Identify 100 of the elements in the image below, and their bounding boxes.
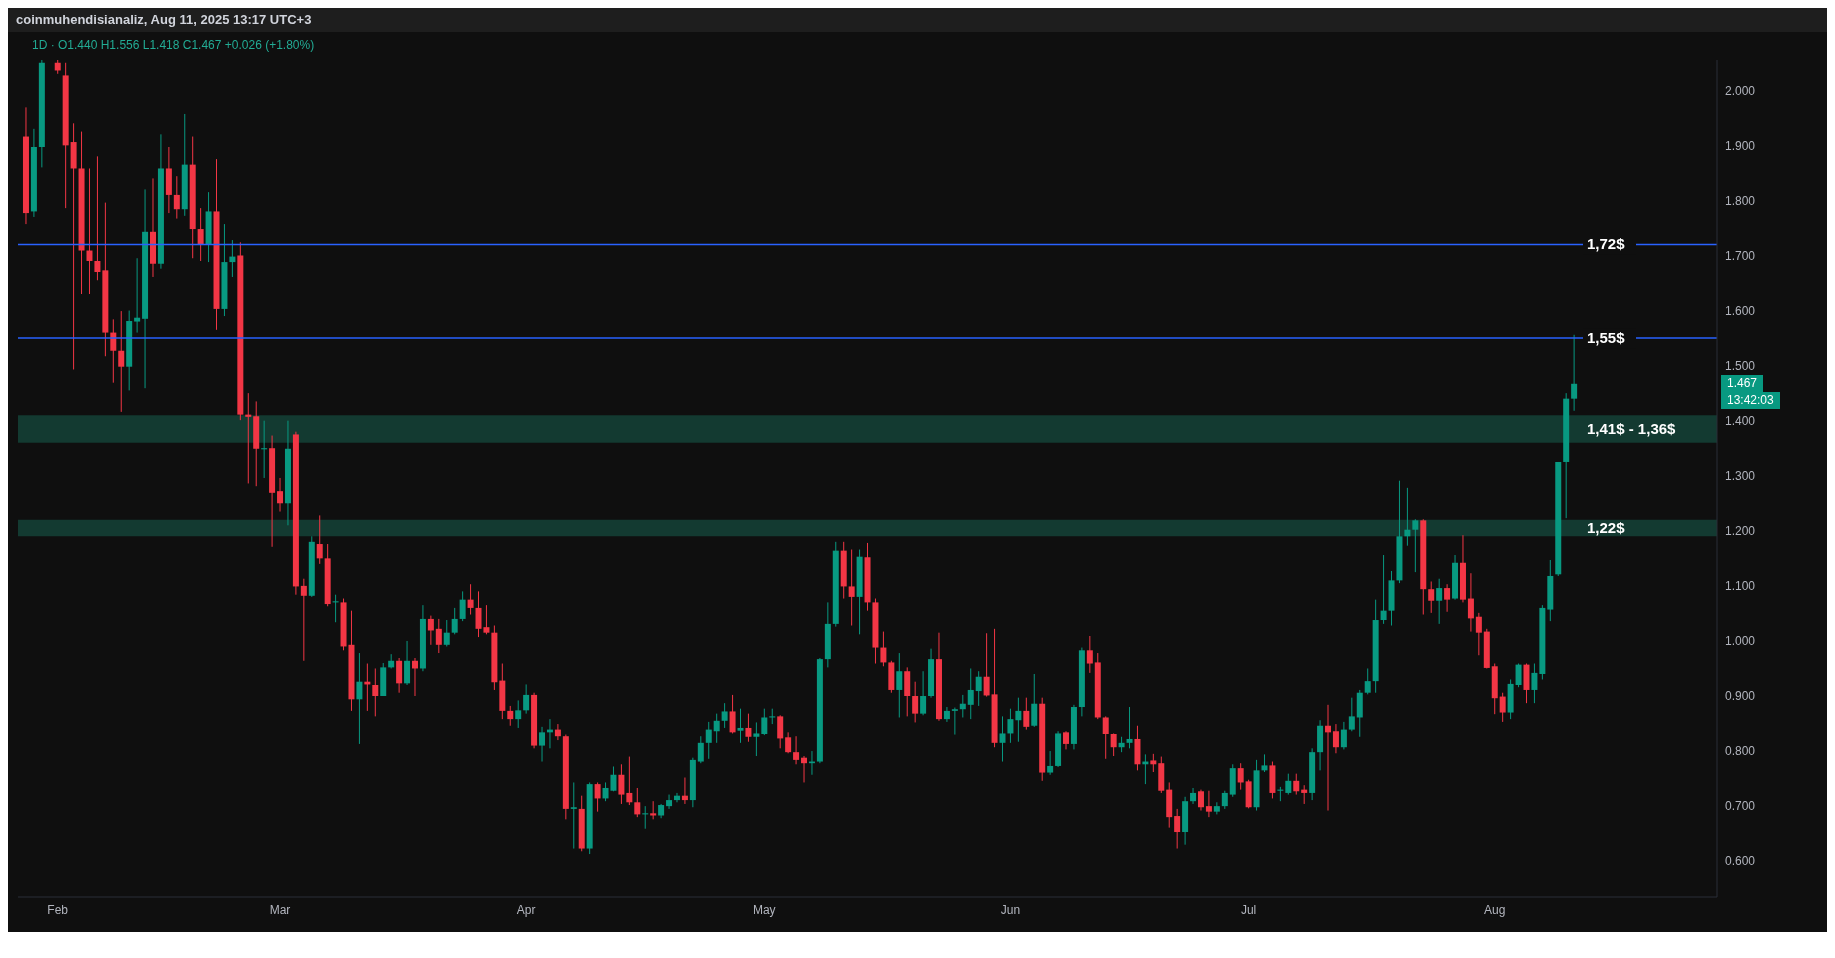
y-tick-label: 0.600 xyxy=(1725,854,1756,869)
candlestick xyxy=(1205,790,1212,818)
candlestick xyxy=(1348,697,1355,732)
candlestick xyxy=(1237,762,1244,791)
candlestick xyxy=(94,155,101,281)
candlestick xyxy=(1197,789,1204,812)
candlestick xyxy=(1325,704,1332,812)
candlestick xyxy=(1571,334,1578,412)
candlestick xyxy=(1444,583,1451,613)
candlestick xyxy=(1015,697,1022,743)
x-tick-label: Feb xyxy=(47,902,69,917)
candlestick xyxy=(523,683,530,715)
ref-line-label: 1,55$ xyxy=(1587,329,1626,347)
y-tick-label: 1.700 xyxy=(1725,248,1756,263)
candlestick xyxy=(1110,732,1117,757)
candlestick xyxy=(539,726,546,763)
y-tick-label: 0.800 xyxy=(1725,744,1756,759)
candlestick xyxy=(118,310,125,413)
candlestick xyxy=(1102,715,1109,760)
candlestick xyxy=(1340,721,1347,750)
candlestick xyxy=(1475,612,1482,656)
candlestick xyxy=(411,657,418,697)
candlestick xyxy=(1063,730,1070,750)
candlestick xyxy=(1047,750,1054,776)
y-tick-label: 2.000 xyxy=(1725,83,1756,98)
candlestick xyxy=(697,735,704,764)
candlestick xyxy=(1301,784,1308,805)
candlestick xyxy=(1380,554,1387,625)
candlestick xyxy=(1023,697,1030,731)
y-tick-label: 1.000 xyxy=(1725,634,1756,649)
candlestick xyxy=(467,583,474,616)
y-tick-label: 1.100 xyxy=(1725,579,1756,594)
x-tick-label: Apr xyxy=(516,902,536,917)
candlestick xyxy=(594,781,601,813)
candlestick xyxy=(753,721,760,757)
y-tick-label: 1.800 xyxy=(1725,193,1756,208)
candlestick xyxy=(427,615,434,646)
band-label: 1,41$ - 1,36$ xyxy=(1587,419,1677,437)
candlestick xyxy=(356,652,363,745)
candlestick xyxy=(737,708,744,744)
candlestick xyxy=(721,702,728,729)
candlestick xyxy=(705,721,712,760)
candlestick xyxy=(983,632,990,698)
candlestick xyxy=(459,590,466,622)
candlestick xyxy=(1007,708,1014,744)
candlestick xyxy=(1126,706,1133,749)
candlestick xyxy=(1436,578,1443,625)
candlestick xyxy=(912,681,919,723)
candlestick xyxy=(1499,692,1506,723)
candlestick xyxy=(435,618,442,654)
candlestick xyxy=(673,792,680,803)
candlestick xyxy=(70,122,77,370)
candlestick xyxy=(1428,580,1435,614)
candlestick xyxy=(785,731,792,754)
candlestick xyxy=(1221,790,1228,810)
candlestick xyxy=(951,707,958,736)
band-label: 1,22$ xyxy=(1587,519,1626,537)
candlestick xyxy=(229,239,236,278)
candlestick xyxy=(713,713,720,744)
candlestick xyxy=(959,694,966,718)
candlestick xyxy=(1285,773,1292,796)
candlestick xyxy=(626,756,633,806)
x-tick-label: May xyxy=(752,902,776,917)
candlestick xyxy=(1213,801,1220,815)
candlestick xyxy=(1364,667,1371,695)
candlestick xyxy=(245,392,252,484)
candlestick xyxy=(1467,572,1474,633)
candlestick xyxy=(1412,518,1419,573)
text: 1.467 xyxy=(1721,374,1764,392)
candlestick xyxy=(896,652,903,718)
text: 13:42:03 xyxy=(1721,391,1780,409)
chart-title: coinmuhendisianaliz, Aug 11, 2025 13:17 UTC+3 xyxy=(8,8,1827,32)
candlestick xyxy=(745,713,752,743)
y-tick-label: 1.500 xyxy=(1725,358,1756,373)
candlestick xyxy=(920,670,927,716)
candlestick xyxy=(372,667,379,717)
candlestick xyxy=(404,640,411,686)
candlestick xyxy=(1332,723,1339,754)
candlestick xyxy=(1190,787,1197,805)
candlestick xyxy=(666,794,673,810)
candlestick xyxy=(681,777,688,805)
x-tick-label: Jun xyxy=(1000,902,1021,917)
y-tick-label: 1.400 xyxy=(1725,413,1756,428)
candlestick xyxy=(999,715,1006,763)
candlestick xyxy=(554,723,561,741)
candlestick xyxy=(1150,753,1157,773)
x-tick-label: Aug xyxy=(1484,902,1506,917)
candlestick xyxy=(848,549,855,627)
y-tick-label: 1.300 xyxy=(1725,469,1756,484)
ref-line-label: 1,72$ xyxy=(1587,235,1626,253)
y-tick-label: 1.900 xyxy=(1725,138,1756,153)
candlestick xyxy=(1086,635,1093,674)
y-tick-label: 1.600 xyxy=(1725,303,1756,318)
candlestick xyxy=(634,787,641,818)
y-tick-label: 1.200 xyxy=(1725,524,1756,539)
candlestick xyxy=(134,257,141,334)
candlestick xyxy=(507,705,514,727)
candlestick xyxy=(650,800,657,820)
y-tick-label: 0.900 xyxy=(1725,689,1756,704)
candlestick xyxy=(967,667,974,720)
